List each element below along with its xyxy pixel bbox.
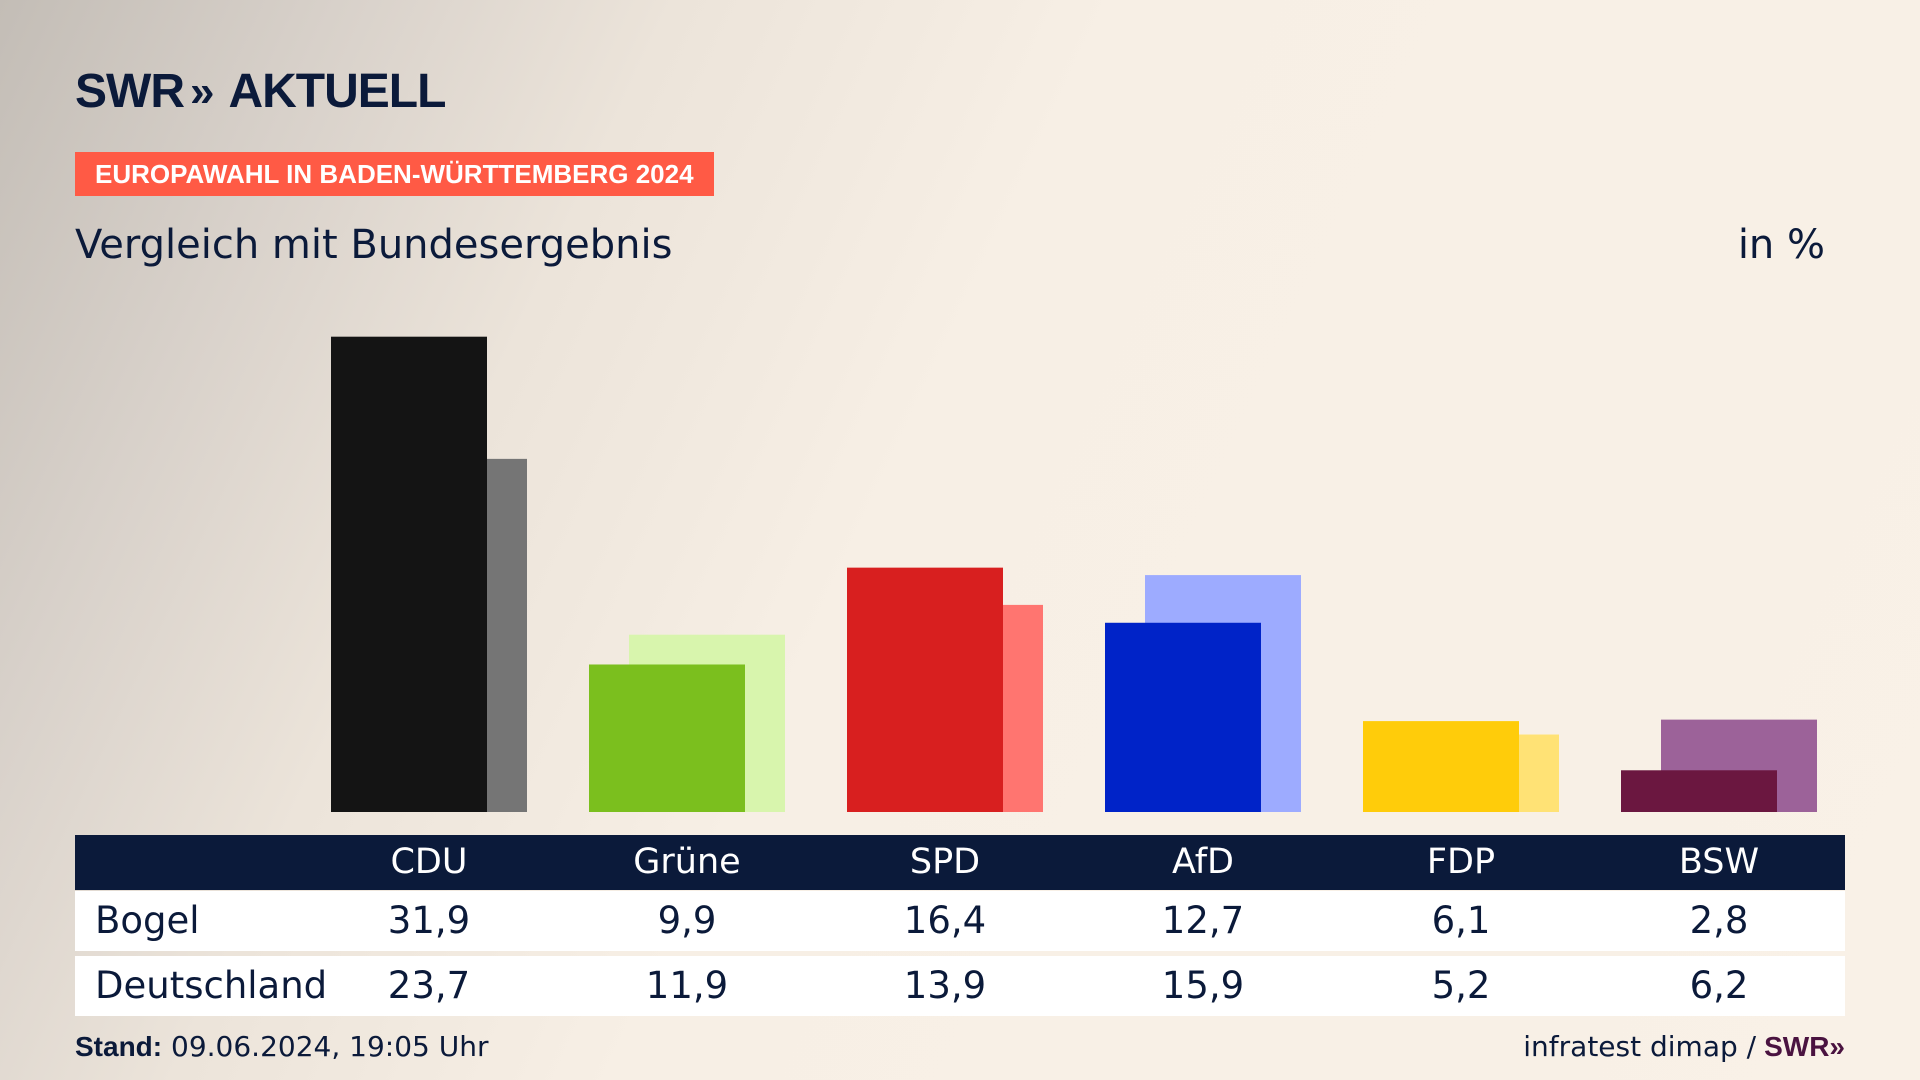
bar-bogel-bsw xyxy=(1621,770,1777,812)
column-header-bsw: BSW xyxy=(1678,842,1760,882)
value-deutschland-fdp: 5,2 xyxy=(1431,964,1491,1007)
value-bogel-spd: 16,4 xyxy=(903,899,987,942)
value-bogel-gr-ne: 9,9 xyxy=(657,899,717,942)
column-header-fdp: FDP xyxy=(1426,842,1496,882)
bar-chart xyxy=(331,336,1817,812)
source-credit: infratest dimap / SWR» xyxy=(1523,1030,1845,1063)
value-bogel-fdp: 6,1 xyxy=(1431,899,1491,942)
timestamp: Stand: 09.06.2024, 19:05 Uhr xyxy=(75,1030,488,1063)
bar-bogel-gr-ne xyxy=(589,664,745,812)
value-bogel-cdu: 31,9 xyxy=(387,899,471,942)
table-header: CDU Grüne SPD AfD FDP BSW xyxy=(75,835,1845,890)
bar-bogel-fdp xyxy=(1363,721,1519,812)
stand-label: Stand: xyxy=(75,1031,163,1062)
logo-main: SWR xyxy=(75,65,185,118)
chart-subtitle: Vergleich mit Bundesergebnis xyxy=(75,222,673,268)
election-badge: EUROPAWAHL IN BADEN-WÜRTTEMBERG 2024 xyxy=(75,152,714,196)
source-text: infratest dimap / xyxy=(1523,1030,1757,1063)
column-header-gr-ne: Grüne xyxy=(633,842,741,882)
table-row-deutschland: Deutschland 23,7 11,9 13,9 15,9 5,2 6,2 xyxy=(75,956,1845,1016)
row-label-bogel: Bogel xyxy=(95,899,200,942)
swr-aktuell-logo: SWR » AKTUELL xyxy=(75,64,446,119)
column-header-afd: AfD xyxy=(1172,842,1234,882)
bar-bogel-afd xyxy=(1105,622,1261,812)
value-deutschland-spd: 13,9 xyxy=(903,964,987,1007)
column-header-spd: SPD xyxy=(909,842,981,882)
swr-mini-logo: SWR» xyxy=(1764,1030,1845,1062)
value-deutschland-bsw: 6,2 xyxy=(1689,964,1749,1007)
table-row-bogel: Bogel 31,9 9,9 16,4 12,7 6,1 2,8 xyxy=(75,891,1845,951)
value-deutschland-gr-ne: 11,9 xyxy=(645,964,729,1007)
stand-value: 09.06.2024, 19:05 Uhr xyxy=(171,1030,489,1063)
unit-label: in % xyxy=(1737,222,1825,268)
value-bogel-bsw: 2,8 xyxy=(1689,899,1749,942)
logo-sub: AKTUELL xyxy=(228,65,446,118)
value-deutschland-afd: 15,9 xyxy=(1161,964,1245,1007)
value-bogel-afd: 12,7 xyxy=(1161,899,1245,942)
column-header-cdu: CDU xyxy=(390,842,468,882)
bar-bogel-spd xyxy=(847,567,1003,812)
row-label-deutschland: Deutschland xyxy=(95,964,328,1007)
bar-bogel-cdu xyxy=(331,336,487,812)
value-deutschland-cdu: 23,7 xyxy=(387,964,471,1007)
